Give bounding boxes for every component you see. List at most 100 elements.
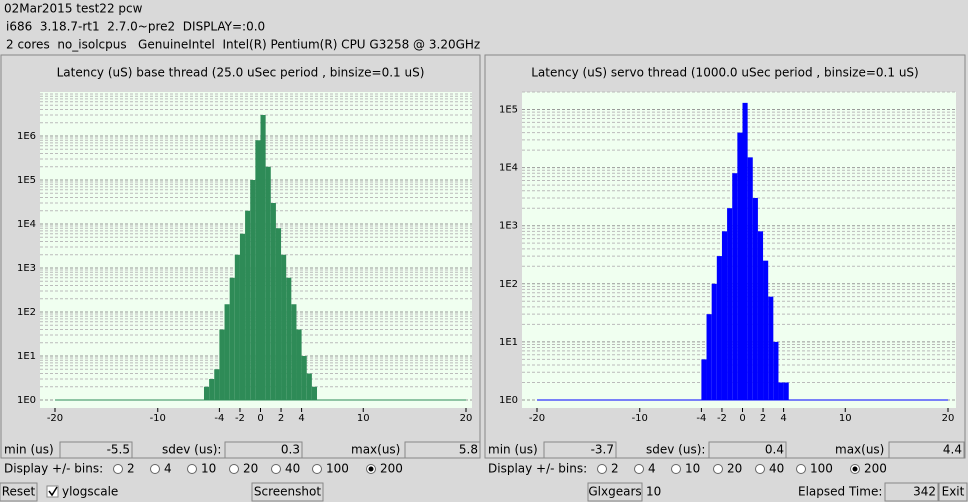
y-tick-label: 1E1 xyxy=(499,337,518,348)
stat-label: sdev (us): xyxy=(162,443,221,457)
bar xyxy=(778,382,784,400)
radio[interactable] xyxy=(597,464,607,474)
stat-value: -3.7 xyxy=(591,443,614,457)
bar xyxy=(763,260,769,400)
radio-label: 200 xyxy=(864,462,887,476)
radio[interactable] xyxy=(671,464,681,474)
check-mark xyxy=(48,486,58,497)
stat-label: min (us) xyxy=(488,443,538,457)
bar xyxy=(732,173,738,400)
reset-button[interactable] xyxy=(0,482,38,502)
radio-label: 4 xyxy=(648,462,656,476)
x-tick-label: -20 xyxy=(529,413,545,424)
bar xyxy=(296,329,302,400)
x-tick-label: -2 xyxy=(717,413,727,424)
radio-label: 100 xyxy=(810,462,833,476)
elapsed-box xyxy=(884,482,939,502)
x-tick-label: 4 xyxy=(780,413,786,424)
y-tick-label: 1E3 xyxy=(499,221,518,232)
x-tick-label: 10 xyxy=(357,413,370,424)
header-line: 2 cores no_isolcpus GenuineIntel Intel(R… xyxy=(6,38,480,52)
header-line: 02Mar2015 test22 pcw xyxy=(4,2,143,16)
radio[interactable] xyxy=(312,464,322,474)
bar xyxy=(301,356,307,400)
x-tick-label: 20 xyxy=(942,413,955,424)
y-tick-label: 1E4 xyxy=(17,219,36,230)
chart-title: Latency (uS) servo thread (1000.0 uSec p… xyxy=(531,66,918,80)
radio[interactable] xyxy=(755,464,765,474)
button-label: Glxgears xyxy=(588,485,641,499)
x-tick-label: -20 xyxy=(47,413,63,424)
elapsed-value: 342 xyxy=(913,485,936,499)
radio-label: 100 xyxy=(326,462,349,476)
x-tick-label: -4 xyxy=(696,413,706,424)
x-tick-label: -2 xyxy=(235,413,245,424)
x-tick-label: 2 xyxy=(760,413,766,424)
radio-group-label: Display +/- bins: xyxy=(488,462,587,476)
y-tick-label: 1E5 xyxy=(499,104,518,115)
bar xyxy=(214,369,220,400)
radio[interactable] xyxy=(271,464,281,474)
radio-label: 40 xyxy=(769,462,784,476)
radio-label: 20 xyxy=(243,462,258,476)
bar xyxy=(727,208,733,400)
bar xyxy=(747,157,753,400)
y-tick-label: 1E4 xyxy=(499,163,518,174)
glxgears-button[interactable] xyxy=(587,482,643,502)
bar xyxy=(737,132,743,400)
radio[interactable] xyxy=(113,464,123,474)
radio-label: 200 xyxy=(380,462,403,476)
radio-dot xyxy=(368,466,374,472)
bar xyxy=(219,329,225,400)
glxgears-count: 10 xyxy=(646,485,661,499)
radio[interactable] xyxy=(634,464,644,474)
button-label: Exit xyxy=(942,485,965,499)
stat-box xyxy=(59,441,133,459)
bar xyxy=(306,373,312,400)
exit-button[interactable] xyxy=(938,482,968,502)
stat-box xyxy=(404,441,481,459)
bar xyxy=(721,231,728,400)
stat-box xyxy=(888,441,965,459)
screenshot-button[interactable] xyxy=(251,482,324,502)
bar xyxy=(275,228,282,400)
bar xyxy=(239,233,246,400)
radio-label: 2 xyxy=(611,462,619,476)
x-tick-label: 0 xyxy=(739,413,745,424)
radio-label: 10 xyxy=(201,462,216,476)
stat-box xyxy=(543,441,617,459)
bar xyxy=(281,254,287,400)
radio-label: 20 xyxy=(727,462,742,476)
bar xyxy=(286,277,292,400)
bar xyxy=(250,180,256,400)
bar xyxy=(229,277,235,400)
bar xyxy=(701,359,707,400)
radio-label: 2 xyxy=(127,462,135,476)
bar xyxy=(260,115,266,401)
radio[interactable] xyxy=(229,464,239,474)
x-tick-label: -4 xyxy=(214,413,224,424)
bar xyxy=(773,341,779,400)
radio[interactable] xyxy=(713,464,723,474)
checkbox[interactable] xyxy=(46,485,59,498)
radio[interactable] xyxy=(796,464,806,474)
bar xyxy=(752,197,758,400)
radio[interactable] xyxy=(150,464,160,474)
y-tick-label: 1E6 xyxy=(17,131,36,142)
stat-label: max(us) xyxy=(835,443,884,457)
bar xyxy=(270,203,276,400)
radio[interactable] xyxy=(187,464,197,474)
bar xyxy=(711,283,717,400)
radio-group-label: Display +/- bins: xyxy=(4,462,103,476)
stat-box xyxy=(708,441,787,459)
x-tick-label: 4 xyxy=(298,413,304,424)
elapsed-label: Elapsed Time: xyxy=(798,485,882,499)
bar xyxy=(209,379,215,400)
stat-box xyxy=(224,441,303,459)
button-label: Screenshot xyxy=(254,485,321,499)
y-tick-label: 1E5 xyxy=(17,175,36,186)
bar xyxy=(245,210,251,400)
bar xyxy=(291,304,297,400)
stat-label: sdev (us): xyxy=(646,443,705,457)
